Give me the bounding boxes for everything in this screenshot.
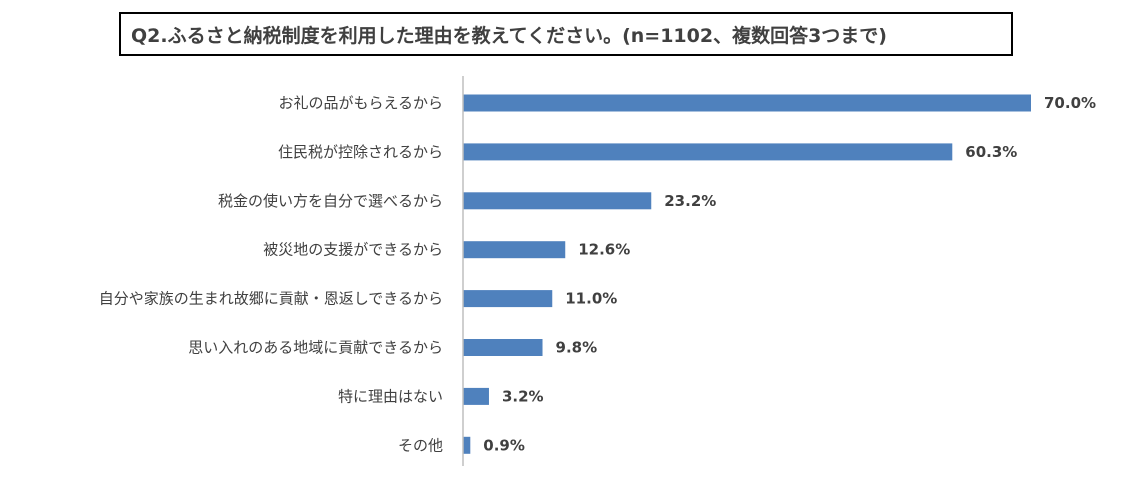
value-label: 70.0% xyxy=(1044,94,1096,112)
category-label: 自分や家族の生まれ故郷に貢献・恩返しできるから xyxy=(99,290,443,308)
bar xyxy=(463,94,1031,112)
chart-title: Q2.ふるさと納税制度を利用した理由を教えてください。(n=1102、複数回答3… xyxy=(119,12,1013,56)
category-label: 思い入れのある地域に貢献できるから xyxy=(188,339,443,357)
category-label: 税金の使い方を自分で選べるから xyxy=(218,192,443,210)
value-label: 9.8% xyxy=(556,339,598,357)
value-label: 60.3% xyxy=(965,143,1017,161)
bar xyxy=(463,290,553,308)
bar xyxy=(463,143,953,161)
value-label: 11.0% xyxy=(565,290,617,308)
category-label: 被災地の支援ができるから xyxy=(263,241,443,259)
bars-group xyxy=(463,94,1031,454)
bar xyxy=(463,339,543,356)
bar xyxy=(463,436,471,454)
value-label: 23.2% xyxy=(664,192,716,210)
bar xyxy=(463,387,489,405)
bar xyxy=(463,241,566,259)
value-label: 3.2% xyxy=(502,387,544,405)
value-label: 0.9% xyxy=(483,436,525,454)
category-label: 住民税が控除されるから xyxy=(278,143,443,161)
value-label: 12.6% xyxy=(578,241,630,259)
value-labels-group: 70.0% 60.3% 23.2% 12.6% 11.0% 9.8% 3.2% 0.9% xyxy=(483,94,1096,454)
category-label: その他 xyxy=(398,436,443,454)
category-label: お礼の品がもらえるから xyxy=(278,94,443,112)
category-labels-group: お礼の品がもらえるから住民税が控除されるから税金の使い方を自分で選べるから被災地… xyxy=(99,94,443,454)
category-label: 特に理由はない xyxy=(338,387,443,405)
bar xyxy=(463,192,652,210)
